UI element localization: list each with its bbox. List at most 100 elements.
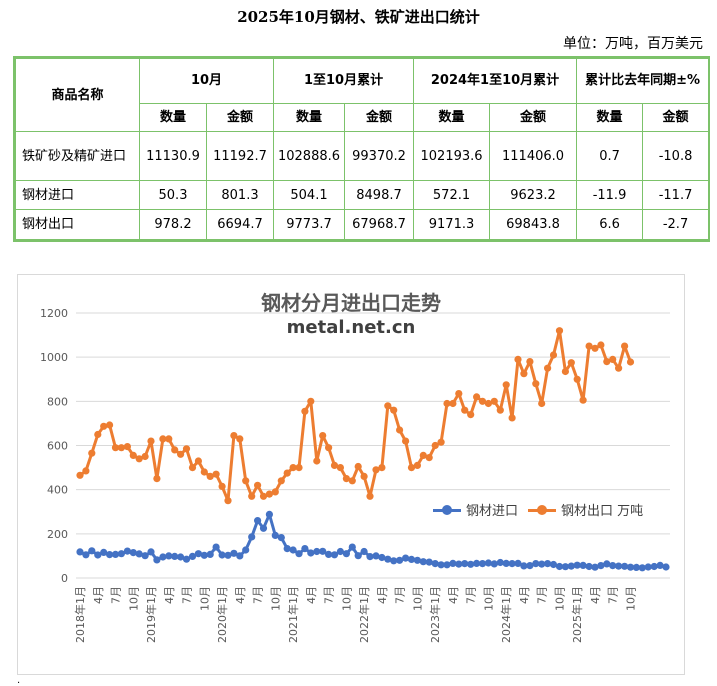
- data-point-import: [621, 562, 629, 570]
- data-point-import: [271, 531, 279, 539]
- stats-table: 商品名称 10月 1至10月累计 2024年1至10月累计 累计比去年同期±% …: [13, 56, 710, 242]
- data-point-export: [254, 481, 262, 489]
- data-point-export: [496, 406, 504, 414]
- data-point-import: [484, 559, 492, 567]
- data-point-export: [135, 455, 143, 463]
- data-point-export: [283, 469, 291, 477]
- data-point-import: [520, 562, 528, 570]
- data-point-export: [490, 397, 498, 405]
- data-point-import: [656, 561, 664, 569]
- data-point-export: [561, 367, 570, 376]
- table-cell: 11130.9: [139, 131, 207, 181]
- header-quantity: 数量: [139, 102, 207, 133]
- data-point-export: [591, 344, 599, 352]
- data-point-export: [182, 445, 191, 453]
- data-point-import: [325, 550, 333, 558]
- x-tick-label: 4月: [376, 586, 389, 604]
- table-cell: 801.3: [206, 179, 274, 211]
- data-point-import: [555, 562, 564, 571]
- legend-export-marker: [528, 504, 557, 515]
- x-tick-label: 4月: [234, 586, 247, 604]
- chart-subtitle: metal.net.cn: [286, 317, 416, 338]
- data-point-import: [76, 548, 84, 556]
- data-point-import: [159, 553, 167, 561]
- x-tick-label: 2024年1月: [499, 586, 513, 643]
- data-point-export: [236, 435, 244, 443]
- data-point-import: [301, 545, 309, 553]
- data-point-import: [390, 557, 398, 565]
- data-point-import: [265, 510, 273, 518]
- data-point-import: [396, 556, 404, 564]
- x-tick-label: 2019年1月: [144, 586, 158, 643]
- data-point-import: [188, 552, 197, 560]
- row-label: 钢材出口: [15, 209, 140, 240]
- data-point-import: [330, 551, 339, 559]
- data-point-import: [129, 549, 137, 557]
- data-point-import: [425, 558, 433, 566]
- data-point-export: [520, 370, 528, 378]
- data-point-export: [609, 355, 617, 363]
- data-point-export: [295, 464, 303, 472]
- data-point-export: [372, 466, 380, 474]
- data-point-export: [384, 402, 392, 410]
- data-point-import: [295, 550, 303, 558]
- header-amount: 金额: [489, 102, 578, 133]
- data-point-export: [289, 464, 297, 472]
- y-tick-label: 800: [47, 395, 68, 408]
- data-point-export: [449, 399, 457, 408]
- table-cell: 102193.6: [413, 131, 491, 181]
- data-point-export: [378, 464, 386, 472]
- data-point-import: [212, 543, 220, 551]
- data-point-export: [206, 472, 214, 480]
- trend-chart: 0 200 400 600 800 1000 1200 2018年1月 4月 7月 10月 2019年…: [17, 274, 685, 675]
- x-tick-label: 10月: [553, 586, 566, 611]
- data-point-import: [402, 554, 410, 562]
- table-cell: 50.3: [139, 179, 207, 211]
- data-point-import: [224, 551, 232, 559]
- x-tick-label: 2022年1月: [357, 586, 371, 643]
- data-point-import: [372, 552, 380, 560]
- chart-plot: 0 200 400 600 800 1000 1200 2018年1月 4月 7月 10月 2019年…: [40, 307, 670, 643]
- data-point-import: [573, 561, 581, 569]
- data-point-import: [615, 562, 623, 570]
- table-cell: 0.7: [576, 131, 644, 181]
- data-point-export: [443, 399, 451, 408]
- data-point-import: [544, 560, 552, 568]
- data-point-export: [396, 426, 404, 434]
- header-quantity: 数量: [413, 102, 491, 133]
- data-point-export: [336, 464, 344, 472]
- data-point-import: [514, 559, 522, 567]
- data-point-export: [248, 492, 256, 500]
- data-point-export: [567, 359, 575, 367]
- data-point-import: [419, 558, 427, 566]
- data-point-export: [402, 437, 410, 445]
- data-point-import: [561, 563, 570, 571]
- series-line-import: [79, 512, 667, 570]
- data-point-import: [242, 546, 250, 554]
- data-point-export: [224, 497, 232, 505]
- data-point-export: [366, 492, 374, 500]
- data-point-import: [502, 559, 510, 567]
- data-point-export: [603, 358, 611, 366]
- data-point-export: [171, 446, 179, 454]
- data-point-import: [461, 560, 469, 568]
- legend-import: 钢材进口: [433, 500, 518, 519]
- data-point-import: [437, 561, 445, 569]
- data-point-export: [165, 435, 173, 443]
- data-point-export: [597, 341, 605, 349]
- data-point-export: [461, 406, 469, 414]
- data-point-import: [638, 564, 646, 572]
- data-point-export: [502, 381, 510, 389]
- data-point-export: [123, 443, 131, 451]
- data-point-import: [473, 559, 481, 567]
- data-point-export: [585, 342, 593, 350]
- data-point-import: [177, 553, 185, 561]
- header-2024-ytd: 2024年1至10月累计: [413, 58, 578, 104]
- data-point-export: [555, 327, 564, 335]
- data-point-import: [82, 551, 90, 559]
- data-point-import: [342, 550, 350, 558]
- x-tick-label: 7月: [607, 586, 620, 604]
- table-cell: 9623.2: [489, 179, 578, 211]
- chart-legend: 钢材进口 钢材出口 万吨: [433, 500, 653, 519]
- data-point-export: [88, 449, 96, 457]
